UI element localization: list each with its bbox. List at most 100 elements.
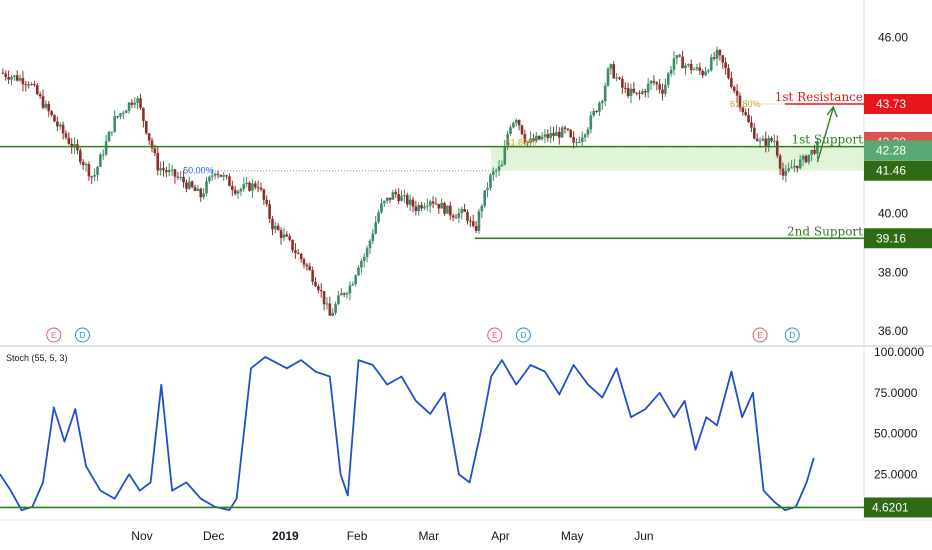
stoch-pane[interactable] [0, 347, 864, 519]
candle [383, 200, 386, 204]
price-axis-tick: 46.00 [878, 30, 908, 44]
candle [156, 153, 160, 171]
candle [503, 147, 507, 165]
candle [761, 138, 765, 141]
candle [7, 76, 10, 80]
candle [632, 88, 636, 93]
candle [242, 184, 246, 190]
candle [770, 137, 773, 142]
candle [345, 293, 349, 295]
candle [644, 90, 647, 93]
candle [580, 137, 584, 142]
candle [483, 190, 487, 206]
candle [193, 187, 197, 191]
support-1-badge: 41.46 [876, 164, 906, 178]
candle [90, 176, 94, 178]
candle [262, 189, 266, 200]
candle [302, 259, 306, 265]
candle [4, 73, 8, 77]
candle [362, 256, 366, 261]
candle [311, 270, 314, 282]
candle [603, 85, 607, 102]
candle [532, 138, 535, 141]
candle [618, 77, 621, 79]
candle [460, 208, 464, 213]
candle [368, 240, 372, 249]
candle [308, 266, 312, 271]
candle [58, 124, 62, 127]
stoch-axis-tick: 75.0000 [874, 386, 918, 400]
candle [388, 197, 392, 200]
candle [400, 195, 403, 201]
stoch-axis-tick: 50.0000 [874, 427, 918, 441]
candle [586, 129, 590, 135]
candle [233, 189, 237, 194]
candle [285, 234, 289, 237]
event-marker[interactable] [784, 327, 800, 343]
event-marker[interactable] [46, 327, 62, 343]
support-top-badge: 42.28 [876, 143, 906, 157]
candle [222, 175, 226, 177]
candle [380, 203, 383, 213]
candle [724, 62, 727, 69]
fib-50-label: 50.00% [183, 166, 214, 176]
candle [669, 69, 673, 74]
candle [342, 293, 346, 295]
candle [101, 154, 105, 156]
candle [348, 285, 352, 294]
candle [635, 92, 639, 94]
candle [523, 134, 527, 142]
candle [672, 58, 676, 70]
target-arrow [816, 107, 834, 163]
candle [804, 155, 808, 163]
support-top-badge-bg [864, 140, 932, 161]
candle [113, 116, 117, 132]
candle [492, 171, 495, 175]
candle [225, 175, 228, 177]
candle [116, 116, 119, 118]
candle [296, 252, 300, 254]
event-marker[interactable] [487, 327, 503, 343]
event-marker[interactable] [74, 327, 90, 343]
stoch-axis-tick: 100.0000 [874, 345, 924, 359]
resistance-badge-bg [864, 94, 932, 115]
event-marker[interactable] [752, 327, 768, 343]
event-marker-label: D [80, 331, 86, 340]
price-pane[interactable] [0, 0, 864, 345]
event-marker-label: D [789, 331, 795, 340]
candle [236, 191, 240, 194]
candle [457, 212, 461, 218]
candle [213, 173, 217, 176]
candle [512, 122, 515, 128]
candle [210, 175, 214, 177]
candle [162, 168, 165, 171]
event-marker[interactable] [515, 327, 531, 343]
candle [626, 88, 630, 97]
candle [658, 84, 661, 90]
candle [170, 169, 174, 171]
candle [130, 102, 134, 105]
candle [84, 164, 88, 166]
candle [354, 275, 357, 285]
candle [543, 134, 547, 137]
candle [357, 267, 360, 276]
candle [93, 174, 96, 177]
candle [469, 220, 472, 222]
candle [18, 78, 22, 81]
candle [79, 150, 82, 163]
candle [437, 203, 441, 209]
candle [741, 107, 745, 113]
candle [228, 176, 231, 187]
candle [314, 281, 317, 287]
candle [33, 84, 36, 86]
candle [537, 135, 541, 140]
candle [253, 183, 257, 188]
candle [385, 197, 389, 201]
candle [549, 133, 552, 138]
candle [752, 127, 756, 139]
candle [288, 236, 291, 240]
candle [466, 211, 469, 221]
candle [365, 248, 369, 257]
candle [56, 121, 59, 127]
